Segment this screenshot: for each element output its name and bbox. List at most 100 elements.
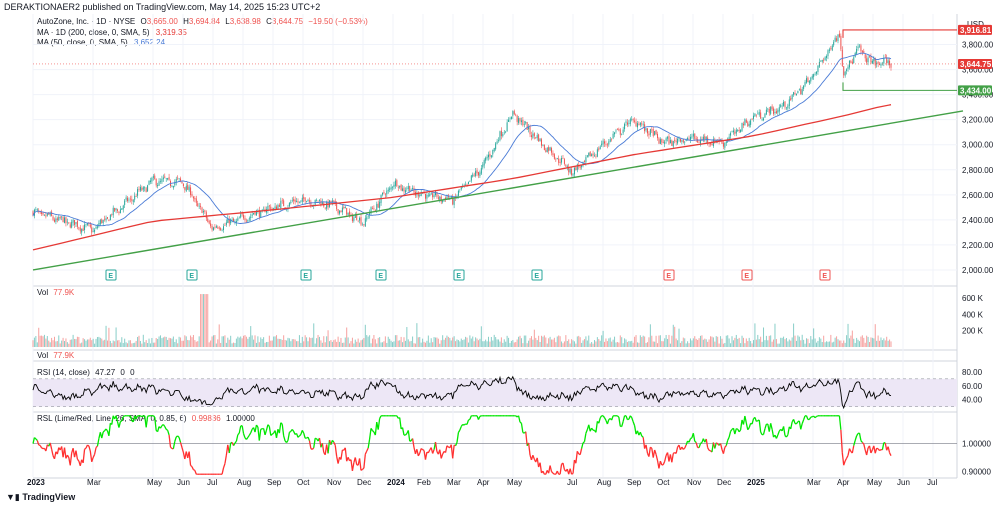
volume-bar — [767, 340, 769, 347]
volume-bar — [273, 336, 275, 347]
price-tick-label: 2,400.00 — [962, 216, 994, 225]
volume-bar — [818, 337, 820, 347]
candle-body — [66, 221, 68, 223]
rsl-segment — [782, 426, 786, 436]
candle-body — [530, 135, 532, 137]
volume-bar — [586, 340, 588, 347]
rsl-segment — [775, 434, 779, 439]
rsl-segment — [191, 466, 195, 470]
rsl-segment — [267, 424, 270, 427]
rsl-segment — [419, 448, 422, 454]
candle-body — [119, 209, 121, 214]
volume-bar — [118, 340, 120, 347]
volume-bar — [778, 343, 780, 347]
rsl-segment — [76, 458, 80, 462]
volume-bar — [392, 342, 394, 347]
tradingview-logo[interactable]: ▼▮ TradingView — [6, 492, 75, 503]
volume-bar — [263, 337, 265, 347]
candle-body — [533, 133, 535, 136]
volume-bar — [505, 341, 507, 347]
candle-body — [135, 196, 137, 197]
volume-tick-label: 600 K — [962, 294, 984, 303]
rsl-segment — [411, 438, 415, 448]
rsi-extra1: 0 — [120, 368, 125, 377]
volume-bar — [278, 338, 280, 347]
candle-body — [559, 161, 561, 163]
candle-body — [220, 228, 222, 230]
rsl-segment — [327, 440, 331, 454]
volume-bar — [831, 342, 833, 347]
volume-bar — [248, 336, 250, 347]
time-tick-label: May — [507, 478, 522, 487]
volume-bar — [701, 335, 703, 347]
candle-body — [178, 178, 180, 179]
candle-body — [844, 71, 846, 76]
candle-body — [175, 178, 177, 183]
volume-bar — [416, 323, 418, 347]
symbol-title[interactable]: AutoZone, Inc. · 1D · NYSE — [37, 17, 136, 26]
volume-bar — [866, 335, 868, 347]
volume-bar — [192, 334, 194, 347]
candle-body — [61, 216, 63, 218]
volume-bar — [569, 343, 571, 347]
candle-body — [149, 180, 151, 183]
candle-body — [516, 115, 518, 122]
candle-body — [538, 134, 540, 142]
rsl-segment — [854, 435, 858, 441]
time-tick-label: Oct — [657, 478, 670, 487]
volume-bar — [487, 336, 489, 347]
volume-bar — [632, 342, 634, 347]
ma50-label: MA (50, close, 0, SMA, 5) — [37, 38, 128, 47]
candle-body — [139, 186, 141, 191]
candle-body — [671, 140, 673, 146]
rsl-segment — [396, 415, 399, 419]
volume-bar — [598, 339, 600, 347]
volume-bar — [459, 341, 461, 347]
candle-body — [856, 48, 858, 54]
currency-label: USD — [967, 20, 984, 29]
volume-bar — [741, 335, 743, 347]
volume-bar — [347, 337, 349, 347]
volume-bar — [498, 339, 500, 347]
volume-bar — [293, 339, 295, 347]
rsl-segment — [49, 442, 53, 450]
rsl-segment — [422, 449, 425, 452]
rsl-segment — [770, 423, 773, 430]
rsl-segment — [708, 449, 711, 452]
candle-body — [298, 201, 300, 203]
volume-bar — [174, 341, 176, 347]
candle-body — [503, 132, 505, 134]
candle-body — [485, 157, 487, 161]
rsi-legend[interactable]: RSI (14, close) 47.27 0 0 — [37, 368, 135, 377]
volume-bar — [503, 339, 505, 347]
candle-body — [780, 105, 782, 107]
volume-bar — [257, 336, 259, 347]
rsl-segment — [671, 453, 674, 463]
time-tick-label: Oct — [297, 478, 310, 487]
rsl-segment — [764, 424, 768, 430]
candle-body — [764, 113, 766, 118]
candle-body — [84, 224, 86, 230]
candle-body — [187, 184, 189, 190]
volume-bar — [122, 342, 124, 347]
candle-body — [457, 190, 459, 196]
candle-body — [606, 144, 608, 146]
rsl-legend[interactable]: RSL (Lime/Red, Line, 26, SMA, 0, 0.85, 6… — [37, 414, 255, 423]
volume-bar — [414, 343, 416, 347]
volume-bar — [92, 338, 94, 347]
volume-bar — [104, 339, 106, 347]
volume-bar — [737, 338, 739, 347]
time-tick-label: Mar — [807, 478, 821, 487]
volume-bar — [482, 341, 484, 347]
candle-body — [784, 101, 786, 108]
candle-body — [642, 124, 644, 126]
volume-bar — [634, 336, 636, 347]
volume2-legend[interactable]: Vol 77.9K — [37, 351, 74, 360]
volume-legend[interactable]: Vol 77.9K — [37, 288, 74, 297]
ma50-legend[interactable]: MA (50, close, 0, SMA, 5) 3,652.24 — [37, 38, 165, 48]
volume-bar — [373, 335, 375, 347]
candle-body — [346, 208, 348, 215]
candle-body — [519, 117, 521, 122]
candle-body — [593, 155, 595, 156]
